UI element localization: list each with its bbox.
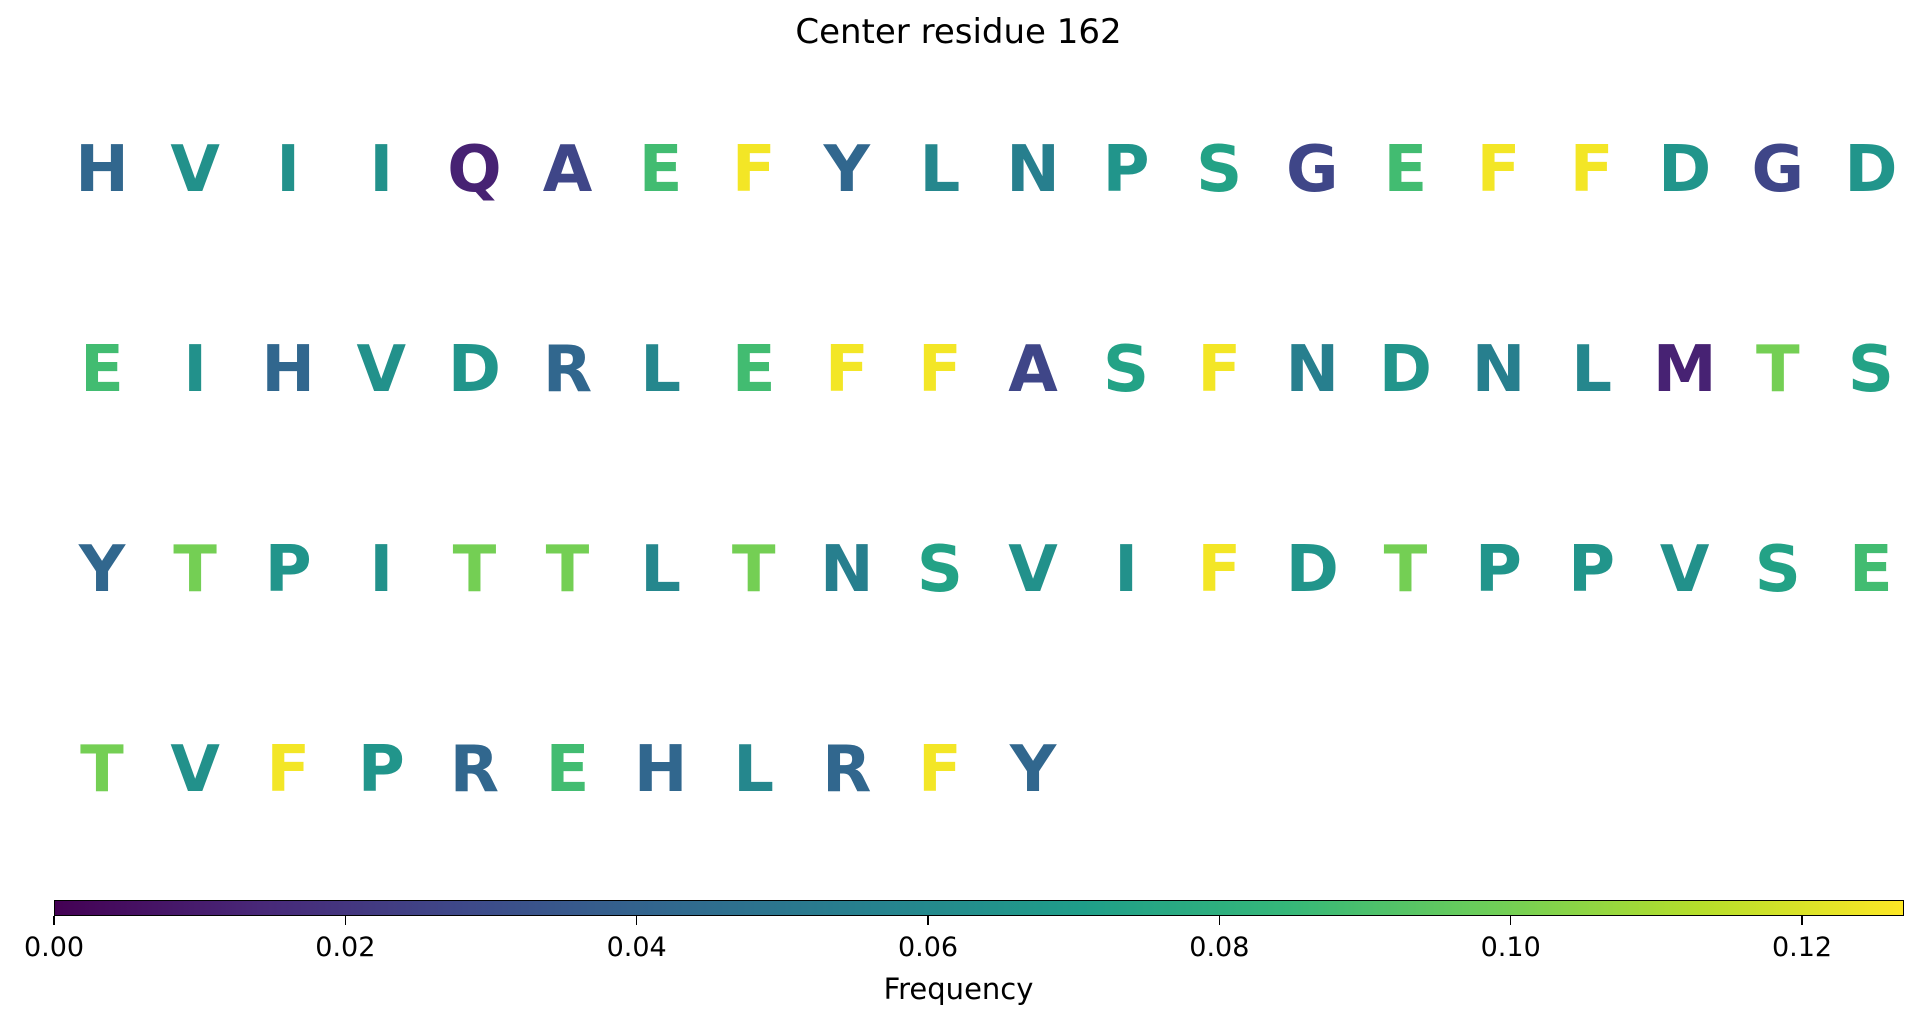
residue-letter: T (452, 533, 497, 607)
residue-letter: I (369, 133, 394, 207)
colorbar-tick (1801, 916, 1803, 925)
colorbar-tick (1218, 916, 1221, 925)
residue-letter: D (1285, 533, 1339, 607)
residue-letter: E (638, 133, 683, 207)
residue-letter: D (447, 333, 501, 407)
residue-letter: P (1475, 533, 1522, 607)
colorbar-tick (927, 916, 929, 925)
residue-letter: H (75, 133, 129, 207)
colorbar-tick (53, 916, 55, 925)
residue-letter: L (919, 133, 961, 207)
colorbar-tick (344, 916, 347, 925)
colorbar-tick-label: 0.08 (1189, 932, 1250, 963)
colorbar-tick-label: 0.12 (1771, 932, 1833, 963)
residue-letter: L (640, 533, 681, 607)
residue-letter: F (1476, 133, 1521, 207)
residue-letter: S (916, 533, 963, 607)
residue-letter: R (542, 333, 593, 407)
residue-letter: I (369, 533, 394, 607)
colorbar-tick-label: 0.10 (1480, 932, 1541, 963)
residue-letter: P (357, 733, 405, 807)
residue-letter: Q (447, 133, 502, 207)
residue-letter: P (264, 533, 312, 607)
residue-letter: I (1114, 533, 1138, 607)
residue-letter: D (1378, 333, 1432, 407)
residue-letter: E (1383, 133, 1428, 207)
residue-letter: L (733, 733, 775, 807)
residue-letter: A (542, 133, 593, 207)
residue-letter: N (1006, 133, 1060, 207)
colorbar-tick (635, 916, 638, 925)
residue-letter: E (545, 733, 590, 807)
residue-letter: V (170, 133, 220, 207)
residue-letter: F (1569, 133, 1614, 207)
residue-letter: S (1754, 533, 1801, 607)
residue-letter: G (1751, 133, 1805, 207)
residue-letter: T (1383, 533, 1428, 607)
colorbar-tick-label: 0.02 (315, 932, 376, 963)
residue-letter: F (918, 333, 962, 407)
residue-letter: Y (78, 533, 126, 607)
residue-letter: D (1658, 133, 1712, 207)
residue-letter: P (1568, 533, 1616, 607)
residue-letter: T (731, 533, 776, 607)
residue-letter: S (1196, 133, 1243, 207)
residue-letter: S (1103, 333, 1150, 407)
colorbar-tick-label: 0.04 (606, 932, 667, 963)
residue-letter: D (1844, 133, 1898, 207)
residue-letter: F (824, 333, 869, 407)
residue-letter: H (633, 733, 688, 807)
residue-letter: F (1197, 333, 1242, 407)
residue-letter: E (1849, 533, 1893, 607)
residue-letter: T (1755, 333, 1800, 407)
colorbar (54, 900, 1904, 916)
residue-letter: I (183, 333, 207, 407)
residue-letter: T (545, 533, 590, 607)
residue-letter: E (731, 333, 776, 407)
colorbar-tick-label: 0.00 (23, 932, 85, 963)
residue-letter: E (80, 333, 124, 407)
residue-letter: V (1008, 533, 1058, 607)
residue-letter: M (1652, 333, 1717, 407)
residue-letter: G (1286, 133, 1339, 207)
residue-letter: F (731, 133, 776, 207)
residue-letter: V (1659, 533, 1710, 607)
residue-letter: N (820, 533, 874, 607)
residue-letter: V (356, 333, 407, 407)
chart-title: Center residue 162 (795, 12, 1122, 52)
residue-letter: H (261, 333, 315, 407)
residue-letter: F (1197, 533, 1242, 607)
residue-letter: R (822, 733, 872, 807)
residue-letter: I (276, 133, 301, 207)
residue-letter: N (1285, 333, 1340, 407)
residue-letter: T (80, 733, 124, 807)
colorbar-label: Frequency (883, 972, 1034, 1006)
residue-letter: A (1008, 333, 1058, 407)
residue-letter: P (1102, 133, 1150, 207)
residue-letter: L (640, 333, 681, 407)
residue-letter: T (173, 533, 217, 607)
colorbar-tick-label: 0.06 (897, 932, 959, 963)
colorbar-tick (1509, 916, 1512, 925)
residue-letter: L (1571, 333, 1612, 407)
residue-letter: Y (1009, 733, 1057, 807)
residue-letter: V (170, 733, 220, 807)
residue-letter: S (1847, 333, 1894, 407)
residue-letter: N (1471, 333, 1526, 407)
residue-letter: F (266, 733, 311, 807)
residue-letter: R (449, 733, 500, 807)
residue-letter: Y (823, 133, 870, 207)
residue-letter: F (918, 733, 962, 807)
